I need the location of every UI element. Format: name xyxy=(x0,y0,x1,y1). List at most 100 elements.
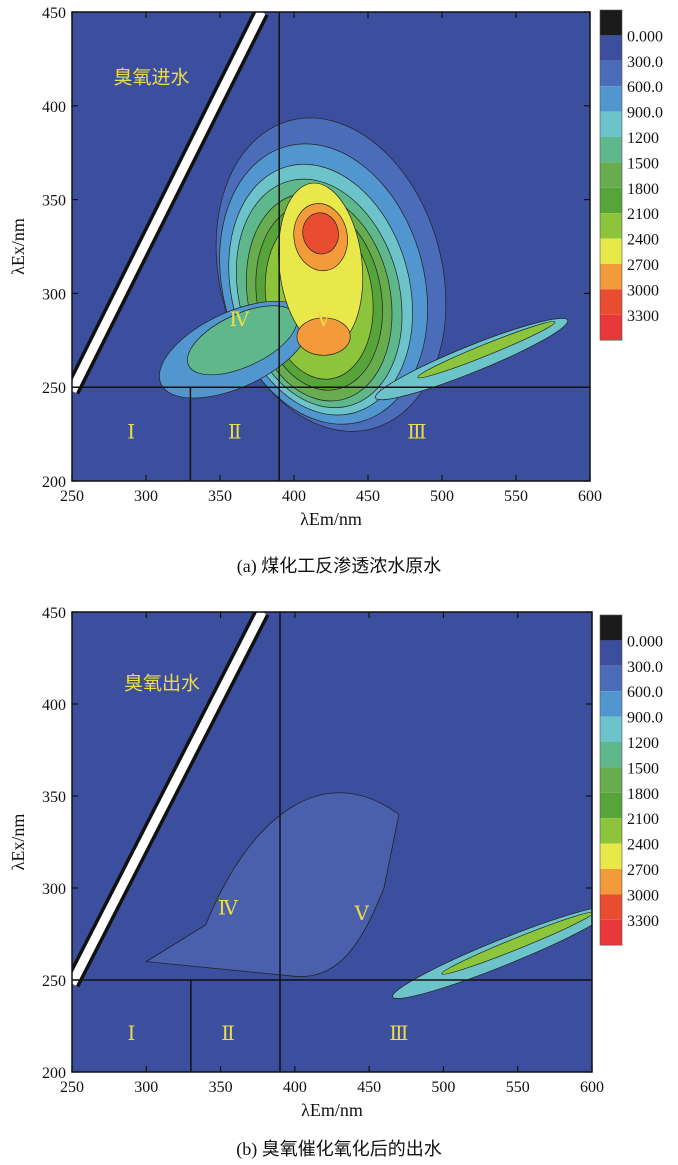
x-tick-label: 600 xyxy=(580,1079,604,1096)
colorbar-swatch xyxy=(600,640,622,666)
colorbar-swatch xyxy=(600,869,622,895)
colorbar-swatch xyxy=(600,60,622,87)
colorbar-label: 1800 xyxy=(627,786,659,803)
chart-panel-a: Ⅰ Ⅱ Ⅲ Ⅳ Ⅴ 臭氧进水 250 300 350 400 450 500 550 600 200 250 3… xyxy=(0,0,678,582)
colorbar-label: 3000 xyxy=(627,887,659,904)
scatter-band-inner xyxy=(417,321,556,379)
x-tick-label: 600 xyxy=(578,488,602,505)
colorbar-swatch xyxy=(600,238,622,264)
x-tick-label: 250 xyxy=(60,488,84,505)
x-tick-label: 500 xyxy=(431,1079,455,1096)
x-tick-label: 350 xyxy=(208,488,232,505)
x-tick-label: 300 xyxy=(134,488,158,505)
y-tick-label: 200 xyxy=(42,474,66,491)
rayleigh-scatter-core xyxy=(72,12,266,393)
colorbar-label: 2700 xyxy=(627,257,659,274)
y-axis-title: λEx/nm xyxy=(8,814,28,871)
colorbar: 0.000 300.0 600.0 900.0 1200 1500 1800 2100 2400… xyxy=(599,614,663,946)
x-tick-label: 250 xyxy=(60,1079,84,1096)
colorbar-label: 900.0 xyxy=(627,105,663,122)
x-tick-label: 500 xyxy=(430,488,454,505)
contour-layers xyxy=(72,612,592,1072)
y-tick-label: 250 xyxy=(42,973,66,990)
colorbar-swatch xyxy=(600,615,622,641)
y-tick-label: 450 xyxy=(42,605,66,622)
x-axis-title: λEm/nm xyxy=(301,1100,363,1120)
x-tick-label: 450 xyxy=(356,488,380,505)
colorbar-label: 1800 xyxy=(627,181,659,198)
y-tick-label: 300 xyxy=(42,286,66,303)
colorbar-swatch xyxy=(600,894,622,920)
colorbar-label: 2400 xyxy=(627,232,659,249)
colorbar-label: 2100 xyxy=(627,811,659,828)
colorbar-swatch xyxy=(600,843,622,869)
colorbar-swatch xyxy=(600,314,622,341)
y-tick-label: 450 xyxy=(42,5,66,22)
colorbar-swatch xyxy=(600,111,622,137)
colorbar-frame xyxy=(599,9,623,341)
colorbar-label: 300.0 xyxy=(627,659,663,676)
colorbar-swatch xyxy=(600,137,622,163)
chart-caption-b: (b) 臭氧催化氧化后的出水 xyxy=(236,1139,442,1159)
y-tick-label: 300 xyxy=(42,881,66,898)
colorbar-swatch xyxy=(600,289,622,315)
colorbar-label: 900.0 xyxy=(627,710,663,727)
y-tick-label: 200 xyxy=(42,1065,66,1082)
colorbar-swatch xyxy=(600,187,622,214)
colorbar-swatch xyxy=(600,691,622,717)
colorbar-label: 300.0 xyxy=(627,54,663,71)
rayleigh-scatter-core xyxy=(72,612,267,986)
region-label: Ⅲ xyxy=(407,422,426,444)
contour-faint-region xyxy=(145,792,400,977)
colorbar-swatch xyxy=(600,742,622,768)
region-label: Ⅰ xyxy=(127,1023,135,1045)
y-tick-label: 400 xyxy=(42,697,66,714)
contour-layers xyxy=(72,12,590,481)
x-axis-title: λEm/nm xyxy=(300,509,362,529)
x-tick-label: 400 xyxy=(283,1079,307,1096)
colorbar-label: 600.0 xyxy=(627,79,663,96)
colorbar-swatch xyxy=(600,767,622,793)
region-label: Ⅴ xyxy=(353,903,369,925)
x-tick-label: 450 xyxy=(357,1079,381,1096)
colorbar-label: 600.0 xyxy=(627,684,663,701)
x-tick-label: 550 xyxy=(504,488,528,505)
colorbar-swatch xyxy=(600,86,622,112)
contour-peak-upper-3300 xyxy=(302,212,339,255)
colorbar-label: 3300 xyxy=(627,913,659,930)
chart-panel-b: Ⅰ Ⅱ Ⅲ Ⅳ Ⅴ 臭氧出水 250 300 350 400 450 500 550 600 200 250 3… xyxy=(0,595,678,1165)
colorbar-swatch xyxy=(600,716,622,742)
colorbar-label: 3300 xyxy=(627,308,659,325)
colorbar-label: 1500 xyxy=(627,155,659,172)
x-tick-label: 350 xyxy=(209,1079,233,1096)
colorbar-swatch xyxy=(600,162,622,188)
colorbar-swatch xyxy=(600,10,622,36)
colorbar: 0.000 300.0 600.0 900.0 1200 1500 1800 2100 2400… xyxy=(599,9,663,341)
region-label: Ⅲ xyxy=(389,1023,408,1045)
region-label: Ⅱ xyxy=(228,422,242,444)
colorbar-swatch xyxy=(600,264,622,290)
x-tick-label: 550 xyxy=(506,1079,530,1096)
y-tick-label: 400 xyxy=(42,99,66,116)
chart-caption-a: (a) 煤化工反渗透浓水原水 xyxy=(236,556,442,576)
colorbar-label: 2700 xyxy=(627,862,659,879)
colorbar-frame xyxy=(599,614,623,946)
colorbar-swatch xyxy=(600,818,622,844)
contour-peak-lower-3000 xyxy=(296,317,351,356)
colorbar-label: 0.000 xyxy=(627,28,663,45)
region-label: Ⅴ xyxy=(315,309,331,331)
sample-label: 臭氧出水 xyxy=(124,672,200,694)
y-tick-label: 250 xyxy=(42,380,66,397)
colorbar-swatch xyxy=(600,213,622,239)
colorbar-label: 1200 xyxy=(627,130,659,147)
sample-label: 臭氧进水 xyxy=(113,66,189,88)
colorbar-label: 1200 xyxy=(627,735,659,752)
colorbar-swatch xyxy=(600,919,622,946)
plot-frame xyxy=(71,611,593,1073)
region-label: Ⅱ xyxy=(221,1023,235,1045)
y-tick-label: 350 xyxy=(42,789,66,806)
